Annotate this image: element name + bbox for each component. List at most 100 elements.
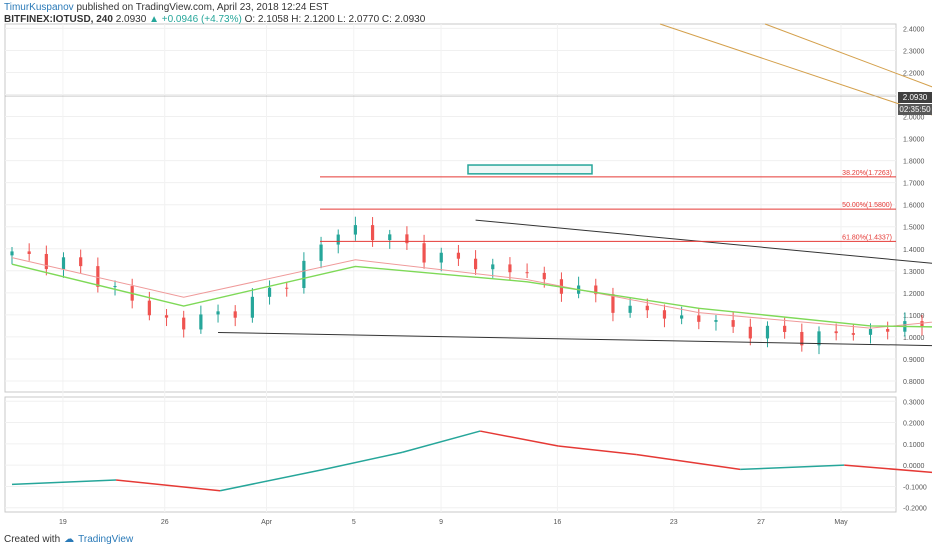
y-tick-label-main: 1.4000 bbox=[903, 247, 925, 254]
candle-body bbox=[473, 258, 478, 270]
ohlc-values: O: 2.1058 H: 2.1200 L: 2.0770 C: 2.0930 bbox=[244, 14, 426, 25]
target-zone-box bbox=[467, 164, 593, 175]
y-tick-label-main: 1.5000 bbox=[903, 225, 925, 232]
candle-body bbox=[491, 264, 495, 270]
candle-body bbox=[456, 252, 461, 259]
fib-level-label: 61.80%(1.4337) bbox=[842, 234, 892, 241]
candle-body bbox=[79, 257, 83, 267]
y-tick-label-main: 1.2000 bbox=[903, 291, 925, 298]
oscillator-segment bbox=[11, 479, 117, 486]
candle-body bbox=[680, 315, 684, 319]
countdown-tag: 02:35:50 bbox=[898, 104, 932, 115]
x-tick-label: 16 bbox=[554, 519, 562, 526]
y-tick-label-osc: 0.1000 bbox=[903, 442, 925, 449]
fib-level-label: 38.20%(1.7263) bbox=[842, 170, 892, 177]
oscillator-segment bbox=[401, 430, 481, 454]
author-name[interactable]: TimurKuspanov bbox=[4, 2, 74, 13]
wedge-lower-line bbox=[218, 332, 932, 347]
candle-body bbox=[10, 251, 14, 256]
candle-body bbox=[868, 328, 873, 335]
x-tick-label: 26 bbox=[161, 519, 169, 526]
candle-body bbox=[44, 253, 48, 270]
candle-body bbox=[525, 272, 529, 274]
candle-body bbox=[285, 287, 289, 289]
candle-body bbox=[388, 234, 392, 241]
candle-body bbox=[508, 264, 512, 273]
ema-slow-line bbox=[11, 263, 932, 328]
candle-body bbox=[731, 320, 735, 327]
y-tick-label-osc: 0.3000 bbox=[903, 399, 925, 406]
oscillator-segment bbox=[219, 468, 325, 492]
candle-body bbox=[611, 294, 615, 313]
main-pane bbox=[4, 23, 897, 393]
candle-body bbox=[182, 317, 186, 330]
published-text: published on TradingView.com, April 23, … bbox=[76, 2, 329, 13]
candle-body bbox=[353, 225, 357, 235]
change-value: ▲ +0.0946 (+4.73%) bbox=[149, 14, 242, 25]
candle-body bbox=[800, 331, 804, 346]
candle-body bbox=[405, 234, 409, 244]
x-tick-label: 19 bbox=[59, 519, 67, 526]
candle-body bbox=[783, 325, 787, 332]
y-tick-label-osc: -0.1000 bbox=[903, 484, 927, 491]
candle-body bbox=[164, 315, 169, 318]
candle-body bbox=[748, 326, 752, 339]
x-tick-label: Apr bbox=[261, 519, 273, 526]
candle-body bbox=[422, 243, 426, 263]
candle-body bbox=[336, 234, 340, 245]
candle-body bbox=[302, 260, 306, 289]
oscillator-segment bbox=[323, 451, 403, 471]
y-tick-label-main: 2.3000 bbox=[903, 48, 925, 55]
last-price-tag: 2.0930 bbox=[898, 92, 932, 103]
oscillator-pane bbox=[4, 396, 897, 513]
candle-body bbox=[594, 285, 598, 295]
candle-body bbox=[697, 315, 701, 322]
countdown-text: 02:35:50 bbox=[899, 105, 931, 114]
candle-body bbox=[834, 331, 838, 334]
candle-body bbox=[61, 257, 66, 270]
last-price: 2.0930 bbox=[115, 14, 147, 25]
y-tick-label-main: 2.4000 bbox=[903, 26, 925, 33]
y-tick-label-main: 1.8000 bbox=[903, 159, 925, 166]
footer: Created with ☁ TradingView bbox=[4, 534, 133, 545]
candle-body bbox=[851, 333, 855, 335]
last-price-tag-text: 2.0930 bbox=[902, 93, 928, 102]
x-tick-label: 27 bbox=[757, 519, 765, 526]
candle-body bbox=[765, 325, 770, 339]
y-tick-label-osc: 0.0000 bbox=[903, 463, 925, 470]
y-tick-label-osc: 0.2000 bbox=[903, 421, 925, 428]
y-tick-label-main: 0.8000 bbox=[903, 379, 925, 386]
oscillator-segment bbox=[479, 430, 559, 447]
candle-body bbox=[920, 321, 924, 328]
y-tick-label-main: 1.7000 bbox=[903, 181, 925, 188]
tradingview-logo-icon: ☁ bbox=[64, 534, 75, 545]
y-tick-label-main: 1.6000 bbox=[903, 203, 925, 210]
candle-body bbox=[147, 300, 151, 316]
wedge-upper-line bbox=[475, 219, 932, 264]
x-tick-label: 23 bbox=[670, 519, 678, 526]
oscillator-segment bbox=[115, 479, 221, 492]
candle-body bbox=[714, 320, 718, 322]
candle-body bbox=[886, 328, 890, 332]
candle-body bbox=[199, 314, 203, 330]
tradingview-brand[interactable]: TradingView bbox=[78, 534, 134, 545]
y-tick-label-main: 1.0000 bbox=[903, 335, 925, 342]
y-tick-label-main: 2.0000 bbox=[903, 115, 925, 122]
y-tick-label-main: 0.9000 bbox=[903, 357, 925, 364]
y-tick-label-main: 1.1000 bbox=[903, 313, 925, 320]
x-tick-label: 5 bbox=[352, 519, 356, 526]
fib-level-label: 50.00%(1.5800) bbox=[842, 202, 892, 209]
fan-line-2 bbox=[764, 23, 932, 88]
created-with-text: Created with bbox=[4, 534, 61, 545]
candle-body bbox=[542, 272, 546, 280]
candle-body bbox=[27, 251, 31, 254]
y-tick-label-main: 1.9000 bbox=[903, 137, 925, 144]
oscillator-segment bbox=[558, 445, 637, 456]
ema-fast-line bbox=[11, 257, 932, 329]
candle-body bbox=[817, 331, 821, 346]
header-line-2: BITFINEX:IOTUSD, 240 2.0930 ▲ +0.0946 (+… bbox=[4, 14, 425, 25]
candle-body bbox=[645, 305, 649, 311]
candle-body bbox=[113, 286, 117, 288]
oscillator-segment bbox=[740, 464, 845, 471]
